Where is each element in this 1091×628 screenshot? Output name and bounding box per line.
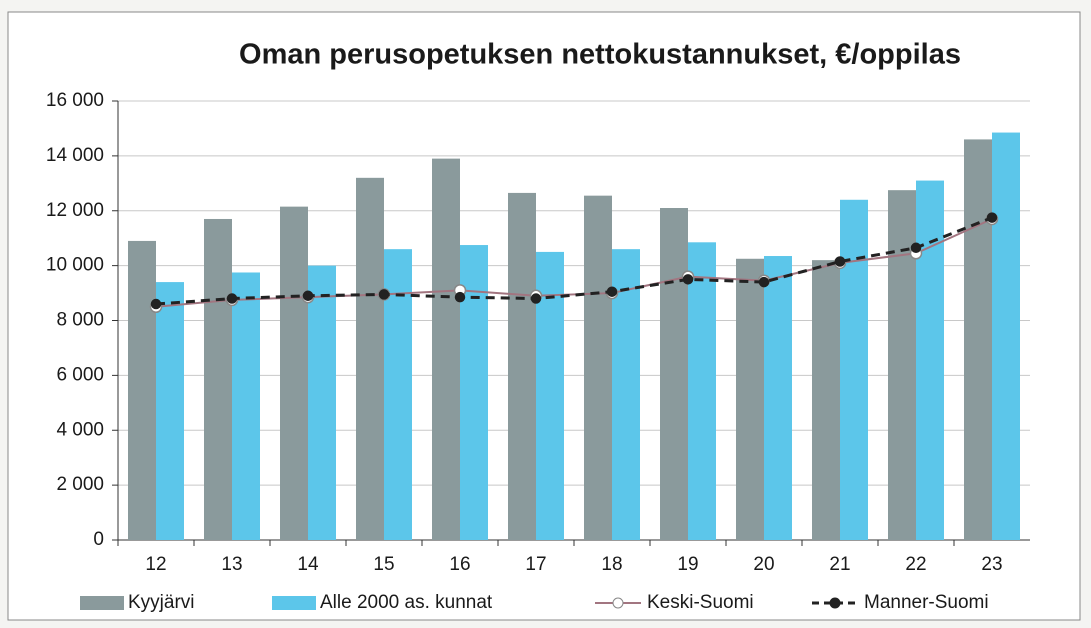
- bar: [280, 206, 308, 540]
- x-tick-label: 23: [981, 554, 1002, 575]
- bar: [840, 199, 868, 540]
- x-tick-label: 20: [753, 554, 774, 575]
- bar: [764, 256, 792, 540]
- line-marker: [758, 276, 770, 288]
- x-tick-label: 15: [373, 554, 394, 575]
- line-marker: [682, 274, 694, 285]
- bar: [660, 208, 688, 540]
- chart-title: Oman perusopetuksen nettokustannukset, €…: [239, 39, 961, 71]
- bar: [964, 139, 992, 540]
- line-marker: [150, 298, 162, 310]
- legend-label: Manner-Suomi: [864, 592, 989, 613]
- line-marker: [606, 286, 618, 297]
- line-marker: [378, 289, 390, 300]
- x-tick-label: 13: [221, 554, 242, 575]
- y-tick-label: 14 000: [46, 145, 104, 166]
- x-tick-label: 14: [297, 554, 319, 575]
- line-marker: [910, 242, 922, 254]
- legend-label: Alle 2000 as. kunnat: [320, 592, 493, 613]
- bar: [992, 132, 1020, 540]
- line-marker: [302, 290, 314, 302]
- y-tick-label: 4 000: [56, 419, 104, 440]
- bar: [916, 180, 944, 540]
- x-tick-label: 12: [145, 554, 166, 575]
- line-marker: [454, 291, 466, 303]
- bar: [128, 240, 156, 540]
- legend-label: Keski-Suomi: [647, 592, 754, 613]
- bar: [508, 192, 536, 540]
- y-tick-label: 2 000: [56, 474, 104, 495]
- bar: [356, 177, 384, 540]
- bar: [308, 265, 336, 540]
- line-marker: [986, 212, 998, 223]
- bar: [232, 272, 260, 540]
- bar: [584, 195, 612, 541]
- x-tick-label: 18: [601, 554, 622, 575]
- bar: [612, 249, 640, 540]
- bar: [688, 242, 716, 540]
- line-marker: [226, 293, 238, 304]
- y-tick-label: 10 000: [46, 255, 104, 276]
- bar: [888, 190, 916, 540]
- legend-marker: [829, 597, 841, 609]
- y-tick-label: 6 000: [56, 364, 104, 385]
- x-tick-label: 19: [677, 554, 698, 575]
- x-tick-label: 17: [525, 554, 546, 575]
- line-marker: [530, 293, 542, 304]
- bar: [156, 282, 184, 540]
- legend-label: Kyyjärvi: [128, 592, 195, 613]
- bar: [432, 158, 460, 540]
- y-tick-label: 0: [93, 529, 104, 550]
- line-marker: [834, 256, 846, 267]
- line: [155, 216, 993, 306]
- bar: [736, 258, 764, 540]
- legend-marker: [612, 597, 624, 609]
- bar: [812, 260, 840, 540]
- x-tick-label: 16: [449, 554, 470, 575]
- y-tick-label: 12 000: [46, 200, 104, 221]
- bar: [204, 218, 232, 540]
- x-tick-label: 21: [829, 554, 850, 575]
- legend-swatch: [80, 596, 124, 610]
- y-tick-label: 8 000: [56, 310, 104, 331]
- x-tick-label: 22: [905, 554, 926, 575]
- y-tick-label: 16 000: [46, 90, 104, 111]
- legend-swatch: [272, 596, 316, 610]
